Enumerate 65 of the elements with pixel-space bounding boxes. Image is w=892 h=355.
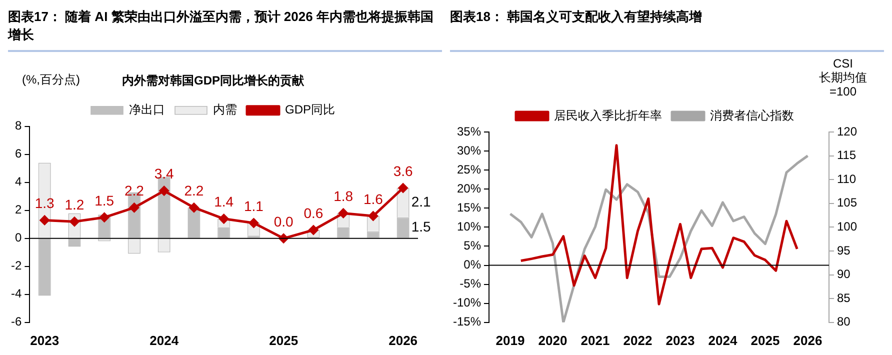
x-tick-label: 2025 bbox=[750, 332, 780, 348]
data-label: 2.2 bbox=[184, 182, 204, 198]
chart-subtitle: 内外需对韩国GDP同比增长的贡献 bbox=[122, 74, 305, 88]
legend-label: GDP同比 bbox=[285, 102, 336, 117]
y-tick-label: 8 bbox=[14, 118, 22, 133]
y-tick-label: 0 bbox=[14, 230, 22, 245]
y2-tick-label: 85 bbox=[836, 290, 851, 305]
y2-axis-title: CSI 长期均值 =100 bbox=[818, 56, 867, 98]
y-tick-label: 10% bbox=[456, 220, 482, 234]
data-label: 1.8 bbox=[334, 188, 354, 204]
y-tick-label: -6 bbox=[11, 314, 22, 329]
y2-tick-label: 120 bbox=[836, 124, 858, 138]
y2-tick-label: 110 bbox=[836, 172, 856, 186]
y2-tick-label: 95 bbox=[836, 243, 851, 258]
y-tick-label: 0% bbox=[464, 258, 482, 272]
x-tick-label: 2025 bbox=[269, 332, 298, 348]
x-tick-label: 2021 bbox=[580, 332, 610, 348]
y2-tick-label: 80 bbox=[836, 314, 851, 329]
y-tick-label: -10% bbox=[453, 296, 482, 310]
legend-label: 消费者信心指数 bbox=[710, 108, 794, 122]
x-tick-label: 2024 bbox=[150, 332, 180, 348]
x-tick-label: 2026 bbox=[388, 332, 418, 348]
data-label: 1.3 bbox=[34, 195, 55, 212]
data-label: 3.4 bbox=[154, 166, 174, 182]
y2-tick-label: 90 bbox=[836, 267, 851, 282]
chart-title: 图表17： 随着 AI 繁荣由出口外溢至内需，预计 2026 年内需也将提振韩国增长 bbox=[8, 8, 442, 52]
y2-tick-label: 115 bbox=[836, 148, 856, 162]
y2-tick-label: 105 bbox=[836, 196, 858, 210]
data-label: 2.2 bbox=[124, 182, 144, 198]
data-label: 1.2 bbox=[64, 196, 84, 212]
y-tick-label: 6 bbox=[14, 146, 22, 161]
y-tick-label: 25% bbox=[456, 162, 482, 176]
data-label: 2.1 bbox=[411, 194, 432, 210]
x-tick-label: 2022 bbox=[623, 332, 652, 348]
data-label: 0.6 bbox=[304, 204, 324, 221]
y-tick-label: 4 bbox=[14, 174, 22, 189]
y-tick-label: -4 bbox=[11, 286, 22, 301]
y-tick-label: -5% bbox=[460, 276, 482, 291]
legend-label: 内需 bbox=[213, 102, 237, 117]
y-tick-label: 30% bbox=[456, 143, 482, 158]
y-tick-label: 20% bbox=[456, 181, 482, 196]
y-axis-title: (%,百分点) bbox=[22, 72, 80, 87]
legend-label: 净出口 bbox=[129, 102, 165, 117]
data-label: 1.5 bbox=[94, 192, 114, 208]
data-label: 3.6 bbox=[393, 162, 414, 179]
y-tick-label: 5% bbox=[464, 238, 482, 253]
y-tick-label: -15% bbox=[453, 314, 482, 329]
y-tick-label: 35% bbox=[456, 124, 482, 138]
x-tick-label: 2024 bbox=[708, 332, 738, 348]
x-tick-label: 2023 bbox=[30, 332, 60, 348]
data-label: 0.0 bbox=[274, 213, 294, 230]
x-tick-label: 2023 bbox=[666, 332, 695, 348]
x-tick-label: 2020 bbox=[538, 332, 568, 348]
y-tick-label: 15% bbox=[456, 200, 482, 214]
data-label: 1.6 bbox=[363, 190, 384, 207]
y-tick-label: 2 bbox=[14, 202, 22, 217]
data-label: 1.4 bbox=[214, 194, 234, 210]
y-tick-label: -2 bbox=[11, 258, 22, 273]
data-label: 1.5 bbox=[411, 218, 432, 235]
data-label: 1.1 bbox=[244, 198, 264, 214]
x-tick-label: 2026 bbox=[793, 332, 822, 348]
chart-title: 图表18： 韩国名义可支配收入有望持续高增 bbox=[450, 8, 884, 52]
x-tick-label: 2019 bbox=[496, 332, 525, 348]
legend-label: 居民收入季比折年率 bbox=[554, 108, 662, 122]
y2-tick-label: 100 bbox=[836, 220, 858, 234]
